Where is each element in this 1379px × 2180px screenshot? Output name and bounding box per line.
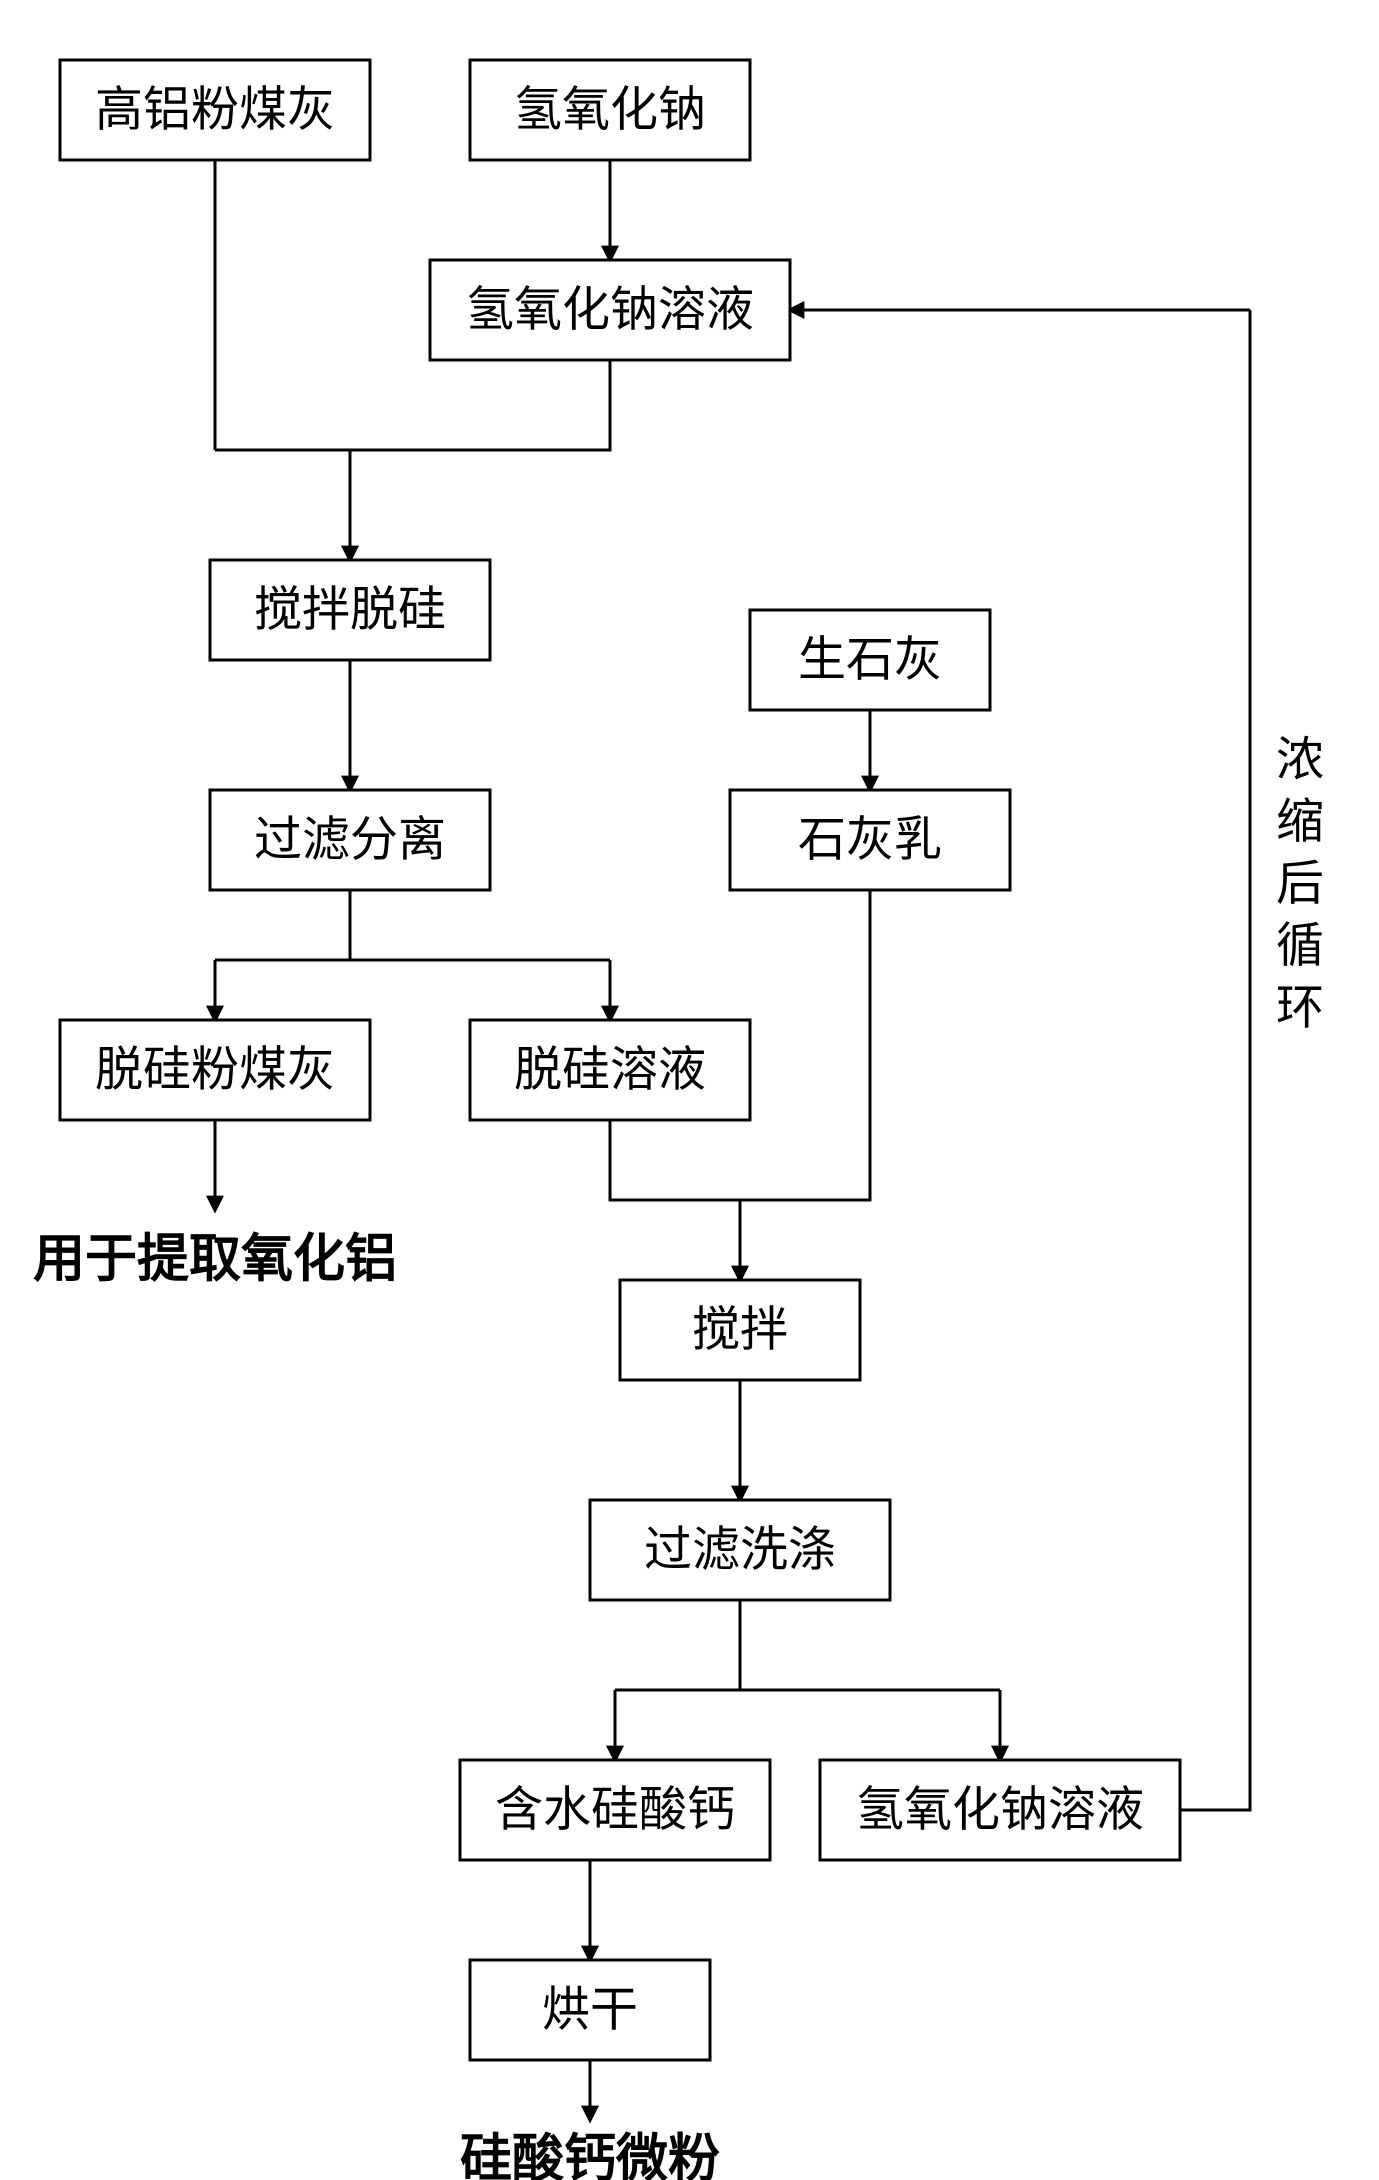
node-n14: 烘干 xyxy=(470,1960,710,2060)
node-n6: 生石灰 xyxy=(750,610,990,710)
output-out1: 用于提取氧化铝 xyxy=(33,1231,397,1289)
node-n2: 氢氧化钠 xyxy=(470,60,750,160)
side-label-char: 后 xyxy=(1276,858,1324,911)
node-n10: 搅拌 xyxy=(620,1280,860,1380)
node-n1: 高铝粉煤灰 xyxy=(60,60,370,160)
node-n4: 搅拌脱硅 xyxy=(210,560,490,660)
node-n3: 氢氧化钠溶液 xyxy=(430,260,790,360)
node-label: 烘干 xyxy=(542,1984,638,2037)
side-label-char: 循 xyxy=(1276,920,1324,973)
edge-e_n3_join xyxy=(215,360,610,450)
output-out2: 硅酸钙微粉 xyxy=(460,2131,720,2180)
node-label: 石灰乳 xyxy=(798,814,942,867)
node-n11: 过滤洗涤 xyxy=(590,1500,890,1600)
node-label: 氢氧化钠溶液 xyxy=(466,284,754,337)
node-label: 脱硅粉煤灰 xyxy=(95,1044,335,1097)
node-label: 过滤洗涤 xyxy=(644,1524,836,1577)
node-n7: 石灰乳 xyxy=(730,790,1010,890)
nodes-layer: 高铝粉煤灰氢氧化钠氢氧化钠溶液搅拌脱硅过滤分离生石灰石灰乳脱硅粉煤灰脱硅溶液搅拌… xyxy=(60,60,1180,2060)
side-label-char: 环 xyxy=(1276,982,1324,1035)
edge-e_n7_join2 xyxy=(740,890,870,1200)
node-n13: 氢氧化钠溶液 xyxy=(820,1760,1180,1860)
node-label: 氢氧化钠 xyxy=(514,84,706,137)
node-label: 高铝粉煤灰 xyxy=(95,84,335,137)
edge-e_n13_recycle xyxy=(1180,310,1250,1810)
node-label: 搅拌 xyxy=(692,1304,788,1357)
side-label-recycle: 浓缩后循环 xyxy=(1276,734,1324,1035)
node-label: 过滤分离 xyxy=(254,814,446,867)
node-label: 脱硅溶液 xyxy=(514,1044,706,1097)
node-label: 含水硅酸钙 xyxy=(495,1784,735,1837)
node-n5: 过滤分离 xyxy=(210,790,490,890)
node-label: 生石灰 xyxy=(798,634,942,687)
node-label: 氢氧化钠溶液 xyxy=(856,1784,1144,1837)
side-label-char: 浓 xyxy=(1276,734,1324,787)
side-label-char: 缩 xyxy=(1276,796,1324,849)
node-label: 搅拌脱硅 xyxy=(254,584,446,637)
edge-e_n9_join2 xyxy=(610,1120,740,1200)
node-n9: 脱硅溶液 xyxy=(470,1020,750,1120)
node-n8: 脱硅粉煤灰 xyxy=(60,1020,370,1120)
node-n12: 含水硅酸钙 xyxy=(460,1760,770,1860)
